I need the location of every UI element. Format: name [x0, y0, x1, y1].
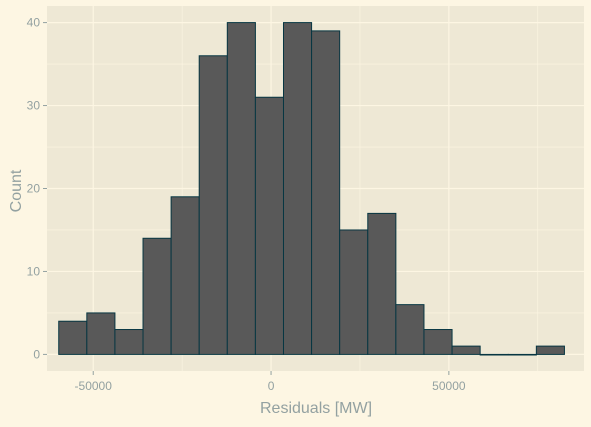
histogram-bar: [226, 22, 256, 355]
histogram-bar: [339, 229, 369, 355]
y-axis-label: Count: [8, 169, 25, 212]
histogram-bar: [282, 22, 313, 355]
x-axis-label: Residuals [MW]: [260, 400, 372, 417]
y-tick-label: 20: [27, 182, 41, 196]
histogram-bar: [114, 329, 144, 355]
histogram-bar: [58, 320, 88, 355]
histogram-bar: [395, 304, 425, 355]
x-tick-label: 0: [268, 379, 275, 393]
histogram-bar: [170, 196, 200, 355]
histogram-bar: [451, 345, 481, 355]
histogram-bar: [535, 345, 565, 355]
histogram-bar: [311, 30, 341, 355]
y-tick-label: 0: [33, 347, 40, 361]
y-tick-label: 40: [27, 16, 41, 30]
histogram-bar: [507, 353, 537, 356]
y-tick-label: 10: [27, 264, 41, 278]
histogram-bar: [254, 96, 284, 355]
y-axis-ticks: 0 10 20 30 40: [27, 16, 47, 361]
x-tick-label: -50000: [75, 379, 113, 393]
x-axis-ticks: -50000 0 50000: [75, 371, 466, 393]
histogram-bar: [86, 312, 116, 355]
histogram-bar: [423, 329, 453, 355]
bars: [58, 22, 565, 356]
x-tick-label: 50000: [432, 379, 466, 393]
histogram-bar: [142, 237, 172, 355]
histogram-bar: [198, 55, 228, 355]
histogram-bar: [479, 353, 509, 356]
histogram-bar: [367, 212, 397, 355]
y-tick-label: 30: [27, 99, 41, 113]
